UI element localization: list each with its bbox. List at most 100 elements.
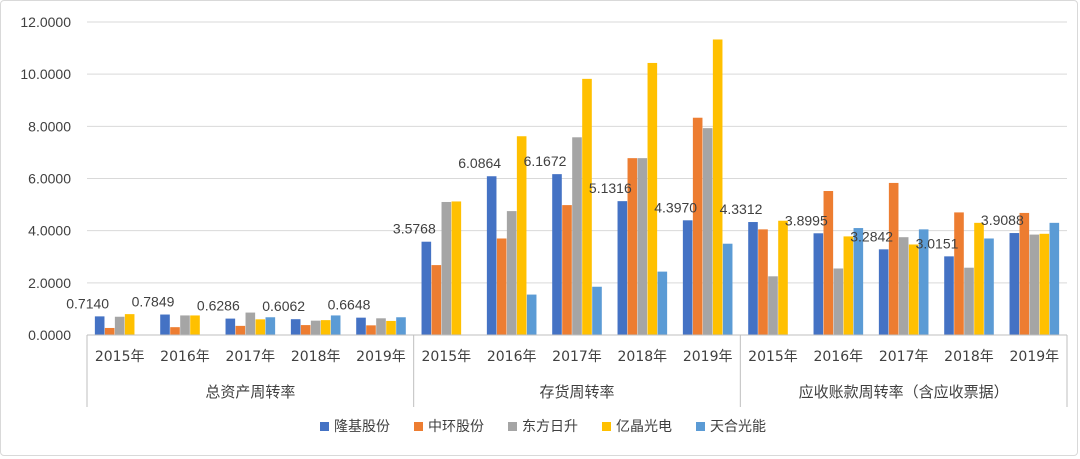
bar xyxy=(1009,233,1020,335)
bar xyxy=(506,211,517,335)
bar xyxy=(722,243,733,335)
bar xyxy=(592,286,602,335)
bar xyxy=(647,62,658,335)
bar xyxy=(617,201,628,335)
bar xyxy=(748,222,758,335)
bar xyxy=(441,201,452,335)
x-tick-label: 2015年 xyxy=(422,349,472,365)
bar xyxy=(908,244,919,335)
bar xyxy=(516,136,527,335)
data-label: 6.0864 xyxy=(458,155,501,171)
bar xyxy=(320,320,331,335)
bar xyxy=(1049,222,1060,335)
bar xyxy=(682,220,693,335)
y-tick-label: 2.0000 xyxy=(28,275,71,291)
x-tick-label: 2018年 xyxy=(944,349,994,365)
bar xyxy=(833,268,844,335)
group-label: 存货周转率 xyxy=(539,383,614,401)
bar xyxy=(310,320,321,335)
x-tick-label: 2017年 xyxy=(226,349,276,365)
data-label: 3.0151 xyxy=(916,235,959,251)
bar xyxy=(386,320,396,335)
bar xyxy=(421,241,432,335)
bar xyxy=(190,315,200,335)
bar xyxy=(627,158,638,335)
legend-swatch xyxy=(696,422,705,431)
y-tick-label: 4.0000 xyxy=(28,223,71,239)
bar xyxy=(300,325,311,335)
bar xyxy=(245,312,256,335)
bar xyxy=(974,222,984,335)
data-label: 3.5768 xyxy=(393,221,436,237)
bar xyxy=(984,238,994,335)
bar xyxy=(712,39,723,336)
bar xyxy=(431,265,442,335)
x-tick-label: 2018年 xyxy=(291,349,341,365)
bar xyxy=(376,318,386,335)
legend-label: 中环股份 xyxy=(428,419,484,435)
bar xyxy=(160,314,170,335)
legend-label: 天合光能 xyxy=(710,419,766,435)
x-tick-label: 2016年 xyxy=(814,349,864,365)
legend-label: 隆基股份 xyxy=(334,418,390,435)
x-tick-label: 2018年 xyxy=(618,349,668,365)
bar xyxy=(180,315,190,335)
bar xyxy=(366,325,376,335)
y-tick-label: 8.0000 xyxy=(28,118,71,134)
bar xyxy=(853,228,864,335)
bar xyxy=(255,319,266,335)
bar xyxy=(552,174,562,335)
y-tick-label: 12.0000 xyxy=(20,14,71,30)
bar xyxy=(451,201,462,335)
bar xyxy=(114,316,125,335)
bar xyxy=(898,237,909,335)
group-label: 应收账款周转率（含应收票据） xyxy=(799,383,1009,401)
bar xyxy=(526,294,537,335)
data-label: 3.9088 xyxy=(981,212,1024,228)
x-tick-label: 2015年 xyxy=(748,349,798,365)
bar xyxy=(496,238,507,335)
bar xyxy=(225,318,236,335)
x-tick-label: 2016年 xyxy=(487,349,537,365)
x-tick-label: 2017年 xyxy=(552,349,602,365)
data-label: 0.7849 xyxy=(132,294,175,310)
x-tick-label: 2017年 xyxy=(879,349,929,365)
bar xyxy=(918,229,929,335)
data-label: 0.6062 xyxy=(262,298,305,314)
x-tick-label: 2016年 xyxy=(160,349,210,365)
bar xyxy=(124,314,135,335)
bar xyxy=(823,191,834,335)
x-tick-label: 2019年 xyxy=(683,349,733,365)
x-tick-label: 2015年 xyxy=(95,349,145,365)
data-label: 3.2842 xyxy=(850,228,893,244)
bar xyxy=(330,315,341,335)
data-label: 4.3312 xyxy=(720,201,763,217)
y-tick-label: 6.0000 xyxy=(28,171,71,187)
bar xyxy=(235,325,246,335)
group-label: 总资产周转率 xyxy=(205,383,295,401)
bar xyxy=(94,316,105,335)
data-label: 0.6286 xyxy=(197,298,240,314)
x-tick-label: 2019年 xyxy=(356,349,406,365)
bar xyxy=(657,271,668,335)
bar xyxy=(768,276,778,335)
bar xyxy=(964,267,974,335)
bar xyxy=(290,319,301,335)
bar xyxy=(582,78,592,335)
bar xyxy=(1039,233,1050,335)
data-label: 0.6648 xyxy=(328,297,371,313)
bar xyxy=(486,176,497,335)
data-label: 6.1672 xyxy=(524,153,567,169)
bar xyxy=(1019,212,1030,335)
bar xyxy=(170,327,180,335)
y-tick-label: 10.0000 xyxy=(20,66,71,82)
bar xyxy=(813,233,824,335)
bar xyxy=(1029,234,1040,335)
data-label: 4.3970 xyxy=(654,199,697,215)
bar xyxy=(356,317,366,335)
bar xyxy=(265,317,276,335)
bar xyxy=(888,182,899,335)
legend-label: 亿晶光电 xyxy=(616,419,672,435)
